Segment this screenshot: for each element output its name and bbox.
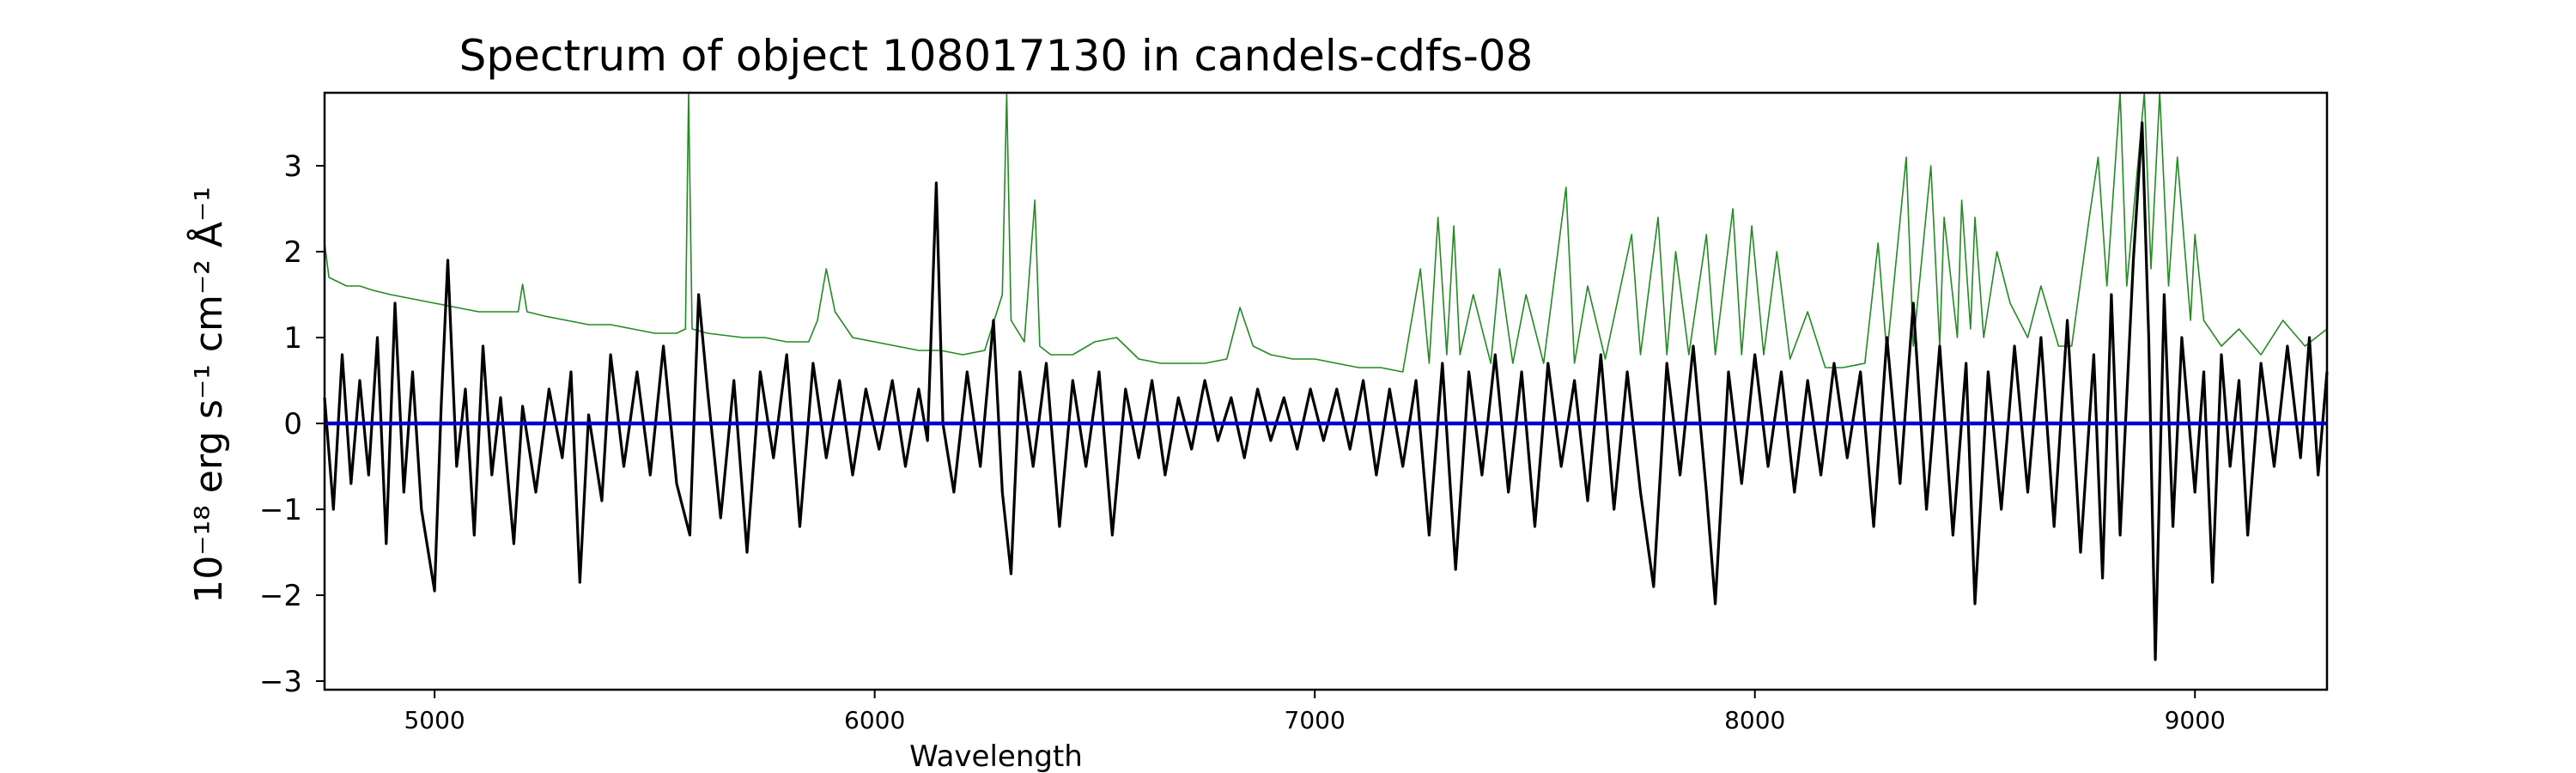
y-tick-label: −3 [259,665,302,699]
chart-title: Spectrum of object 108017130 in candels-… [459,31,1534,81]
x-tick-label: 7000 [1285,706,1346,734]
x-tick-label: 6000 [844,706,905,734]
series-line-error [324,92,2328,373]
x-tick-label: 8000 [1724,706,1785,734]
ticks-layer: 5000 6000 7000 8000 9000 −3 −2 −1 0 1 2 3 [259,149,2226,734]
y-tick-label: 3 [283,149,302,184]
x-axis-label: Wavelength [909,740,1083,773]
series-line-flux [323,121,2329,661]
y-tick-label: −2 [259,579,302,613]
y-tick-label: −1 [259,493,302,527]
y-axis-label: 10⁻¹⁸ erg s⁻¹ cm⁻² Å⁻¹ [185,186,231,603]
y-tick-label: 2 [283,235,302,270]
plot-frame [323,91,2329,691]
y-tick-label: 1 [283,321,302,356]
series-layer [323,92,2329,661]
x-tick-label: 5000 [404,706,465,734]
x-tick-label: 9000 [2165,706,2226,734]
y-tick-label: 0 [283,407,302,441]
